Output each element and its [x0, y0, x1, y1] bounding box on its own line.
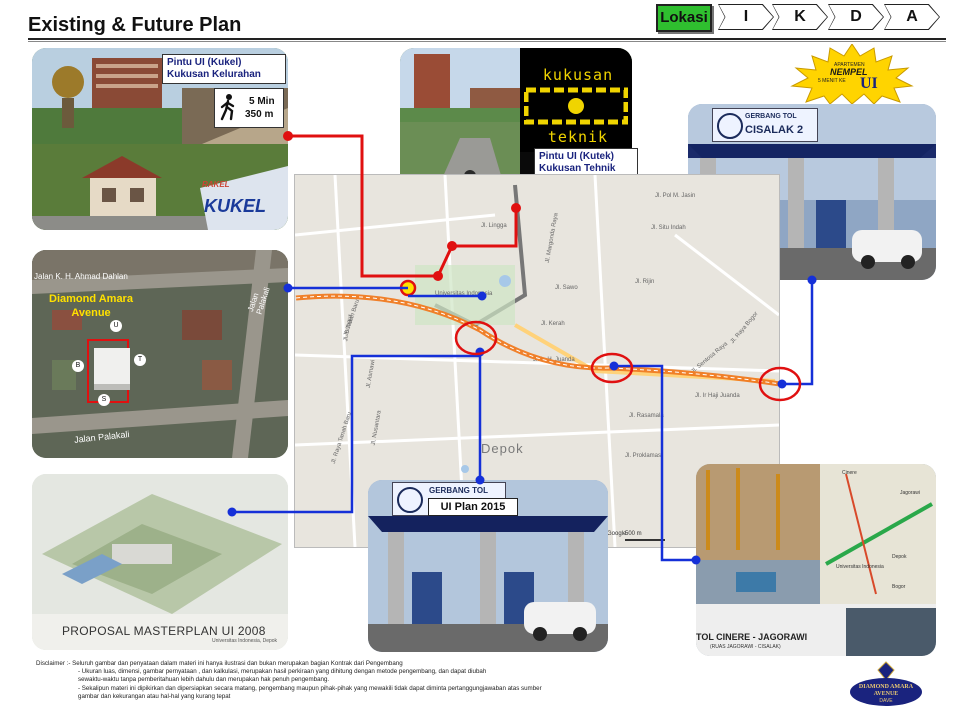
lokasi-label: Lokasi [656, 4, 712, 32]
brand-tag: DAVE [879, 698, 893, 704]
masterplan-sub: Universitas Indonesia, Depok [212, 638, 278, 644]
inset-label-depok: Depok [892, 554, 907, 560]
inset-label-bogor: Bogor [892, 584, 906, 590]
map-city-label: Depok [481, 441, 524, 456]
kukel-banner: KUKEL [204, 196, 266, 216]
inset-label-cinere: Cinere [842, 470, 857, 476]
starburst-shape [790, 44, 914, 104]
project-name-label: Diamond Amara Avenue [49, 293, 133, 319]
diamond-icon [850, 661, 922, 706]
nav-step-label: D [829, 5, 883, 29]
map-label-situ-indah: Jl. Situ Indah [651, 225, 686, 231]
nav-step-i[interactable]: I [718, 4, 774, 30]
kukel-walk-box: 5 Min 350 m [214, 88, 284, 128]
marker-s: S [98, 394, 110, 406]
satellite-art [32, 250, 288, 458]
kukel-banner-top: RAKEL [202, 180, 230, 189]
nav-step-label: K [773, 5, 827, 29]
map-label-rasamala: Jl. Rasamala [629, 413, 664, 419]
brand-logo: DIAMOND AMARA AVENUE DAVE [846, 660, 926, 710]
kutek-logo-top: kukusan [542, 66, 614, 84]
cinere-sub: (RUAS JAGORAWI - CISALAK) [710, 644, 781, 650]
marker-t: T [134, 354, 146, 366]
map-scale-label: 500 m [625, 531, 642, 537]
map-label-sawo: Jl. Sawo [555, 285, 578, 291]
badge-line4: 5 MENIT KE [818, 78, 846, 84]
ui-gate-photo: GERBANG TOL UI Plan 2015 [368, 480, 608, 652]
kutek-logo-bottom: teknik [547, 128, 609, 146]
map-label-ui: Universitas Indonesia [435, 291, 493, 297]
kukel-distance: 350 m [245, 109, 274, 120]
kukel-gate-label: Pintu UI (Kukel) [167, 57, 242, 68]
kukel-callout: Pintu UI (Kukel) Kukusan Kelurahan [162, 54, 286, 84]
disclaimer-line: - Ukuran luas, dimensi, gambar pernyataa… [78, 668, 487, 676]
kutek-gate-label: Pintu UI (Kutek) [539, 151, 614, 162]
disclaimer-line: gambar dan kekurangan atau hal-hal yang … [78, 692, 231, 700]
masterplan-caption: PROPOSAL MASTERPLAN UI 2008 [62, 624, 266, 638]
ui-plan-label: UI Plan 2015 [428, 498, 518, 516]
kukel-time: 5 Min [249, 96, 275, 107]
kukel-area-label: Kukusan Kelurahan [167, 69, 261, 80]
map-label-juanda1: Jl. Ir. H. Juanda [533, 357, 575, 363]
kutek-area-label: Kukusan Tehnik [539, 163, 616, 174]
badge-line1: APARTEMEN [834, 62, 865, 68]
street-top-label: Jalan K. H. Ahmad Dahlan [34, 272, 128, 281]
title-divider [28, 38, 946, 40]
marker-u: U [110, 320, 122, 332]
map-label-rijin: Jl. Rijin [635, 279, 655, 285]
ui-gate-sign-top: GERBANG TOL [429, 486, 488, 495]
cinere-art [696, 464, 936, 656]
nav-step-label: I [719, 5, 773, 29]
masterplan-photo: PROPOSAL MASTERPLAN UI 2008 Universitas … [32, 474, 288, 650]
promo-badge: APARTEMEN 5 MENIT KE NEMPEL UI [790, 44, 914, 104]
disclaimer-line: - Sekalipun materi ini dipikirkan dan di… [78, 684, 542, 692]
blue-route-cisalak [782, 280, 814, 386]
map-label-juanda2: Jl. Ir Haji Juanda [695, 393, 740, 399]
map-label-pol-jasin: Jl. Pol M. Jasin [655, 193, 696, 199]
nav-step-d[interactable]: D [828, 4, 884, 30]
brand-name: DIAMOND AMARA AVENUE [858, 684, 914, 697]
map-label-proklamasi: Jl. Proklamasi [625, 453, 663, 459]
nav-step-label: A [885, 5, 939, 29]
inset-label-jagorawi: Jagorawi [900, 490, 921, 496]
kutek-callout: Pintu UI (Kutek) Kukusan Tehnik [534, 148, 638, 178]
satellite-photo: Jalan K. H. Ahmad Dahlan Jalan Palakali … [32, 250, 288, 458]
toll-logo-icon [717, 113, 743, 139]
walking-icon [220, 94, 235, 121]
cisalak-sign-top: GERBANG TOL [745, 113, 797, 120]
nav-step-k[interactable]: K [772, 4, 828, 30]
disclaimer: Disclaimer :- Seluruh gambar dan penyata… [36, 660, 676, 701]
page-title: Existing & Future Plan [28, 14, 242, 36]
cisalak-sign: GERBANG TOL CISALAK 2 [712, 108, 818, 142]
cinere-photo: Cinere Jagorawi Depok Universitas Indone… [696, 464, 936, 656]
cinere-caption: TOL CINERE - JAGORAWI [696, 632, 808, 642]
cisalak-sign-name: CISALAK 2 [745, 124, 804, 136]
disclaimer-lead: Disclaimer :- Seluruh gambar dan penyata… [36, 660, 403, 667]
map-credit: Google [607, 531, 627, 537]
badge-line2: NEMPEL [830, 67, 868, 77]
kutek-logo-icon [524, 87, 628, 125]
title-divider-thin [28, 41, 946, 42]
map-label-kerah: Jl. Kerah [541, 321, 565, 327]
map-scale-bar [625, 539, 665, 541]
marker-b: B [72, 360, 84, 372]
inset-label-ui: Universitas Indonesia [836, 564, 884, 570]
map-label-lingga: Jl. Lingga [481, 223, 507, 229]
toll-logo-icon [397, 487, 423, 513]
disclaimer-line: sewaktu-waktu tanpa pemberitahuan lebih … [78, 676, 330, 684]
nav-step-a[interactable]: A [884, 4, 940, 30]
badge-line3: UI [860, 75, 878, 92]
